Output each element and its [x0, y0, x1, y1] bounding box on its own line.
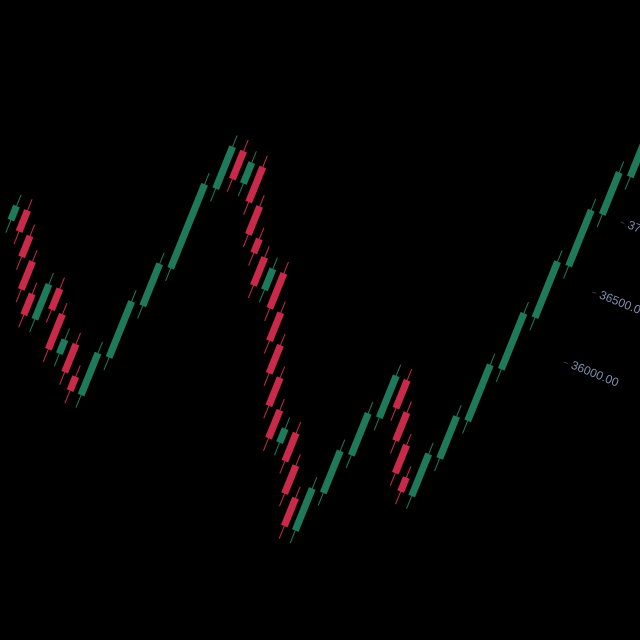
- candle-body: [281, 431, 300, 463]
- candle-body: [291, 487, 316, 532]
- candle-body: [464, 363, 494, 423]
- candle-body: [245, 165, 267, 204]
- candle-body: [20, 292, 36, 317]
- candle-body: [61, 342, 80, 374]
- y-tick: [620, 221, 625, 224]
- candle-body: [436, 415, 460, 460]
- candle-body: [265, 343, 284, 375]
- candle-body: [245, 205, 264, 236]
- candle-body: [392, 443, 410, 475]
- candle-body: [408, 452, 432, 498]
- candle-body: [45, 312, 66, 351]
- candle-body: [167, 182, 208, 270]
- candle-body: [375, 374, 400, 420]
- candle-body: [212, 145, 236, 191]
- candle-body: [598, 171, 623, 216]
- candle-body: [531, 260, 561, 320]
- candle-body: [66, 375, 79, 392]
- y-tick: [563, 361, 568, 364]
- candle-body: [139, 262, 163, 308]
- candle-body: [265, 376, 284, 408]
- candle-body: [15, 209, 31, 233]
- candle-body: [7, 204, 20, 222]
- candle-body: [497, 311, 528, 371]
- candle-body: [250, 256, 269, 287]
- candle-body: [392, 411, 411, 443]
- candle-body: [266, 271, 288, 310]
- candle-body: [276, 427, 289, 444]
- candle-body: [392, 378, 411, 410]
- candle-body: [56, 338, 69, 356]
- candle-body: [281, 464, 300, 495]
- candle-body: [240, 161, 256, 185]
- candle-body: [261, 267, 277, 292]
- candle-body: [319, 449, 344, 495]
- candle-body: [266, 311, 285, 343]
- candle-body: [17, 260, 36, 291]
- candle-body: [280, 496, 299, 528]
- candle-body: [397, 476, 410, 493]
- candle-body: [31, 282, 53, 321]
- candle-body: [105, 300, 135, 359]
- candle-body: [250, 237, 263, 255]
- candle-body: [77, 351, 102, 397]
- candle-body: [347, 411, 372, 457]
- candle-body: [265, 408, 284, 440]
- candle-body: [229, 149, 247, 181]
- candle-body: [18, 234, 34, 259]
- y-tick: [592, 291, 597, 294]
- candle-body: [626, 119, 640, 179]
- candle-body: [48, 287, 64, 312]
- candle-body: [565, 208, 595, 268]
